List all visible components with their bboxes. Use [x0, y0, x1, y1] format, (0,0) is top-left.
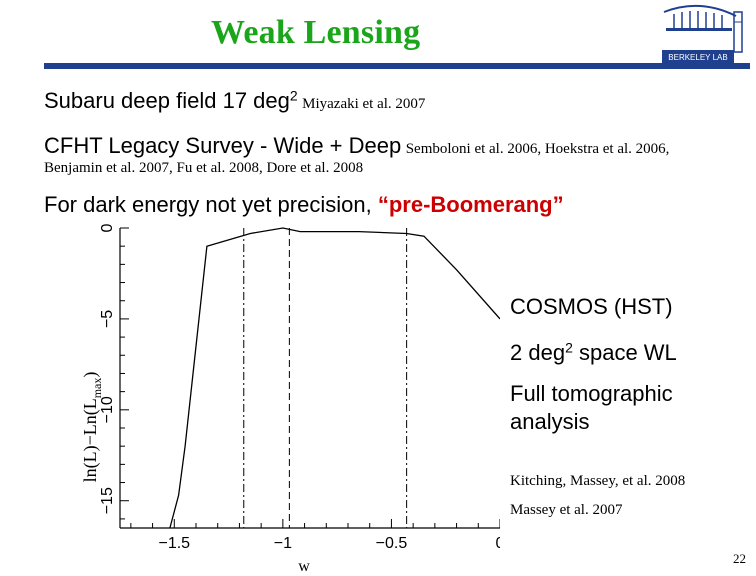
caption-cosmos: COSMOS (HST): [510, 294, 673, 319]
x-tick-label: −1: [274, 535, 292, 552]
title-rule: [44, 63, 750, 69]
x-tick-label: −1.5: [158, 535, 190, 552]
x-tick-label: −0.5: [376, 535, 408, 552]
caption-space-wl-sup: 2: [565, 339, 573, 356]
x-axis-label: w: [298, 558, 310, 575]
caption-space-wl-rest: space WL: [572, 340, 677, 365]
logo-text: BERKELEY LAB: [668, 53, 727, 62]
page-number: 22: [733, 551, 746, 566]
subaru-sup: 2: [289, 87, 298, 104]
subaru-ref: Miyazaki et al. 2007: [302, 96, 426, 112]
pre-boomerang-quote: “pre-Boomerang”: [377, 192, 564, 217]
cfht-ref: Semboloni et al. 2006, Hoekstra et al. 2…: [405, 141, 670, 157]
y-axis-label: ln(L)−Ln(Lmax): [80, 372, 104, 483]
dark-energy-text: For dark energy not yet precision,: [44, 192, 378, 217]
likelihood-curve: [169, 227, 500, 529]
slide-title: Weak Lensing: [211, 14, 421, 51]
cfht-line: CFHT Legacy Survey - Wide + Deep Sembolo…: [44, 133, 669, 159]
subaru-text: Subaru deep field 17 deg: [44, 88, 290, 113]
likelihood-chart: −1.5 −1 −0.5 0 0 −5 −10 −15 ln(L)−Ln(Lmax) w: [80, 223, 500, 575]
y-tick-label: −5: [99, 310, 116, 328]
cfht-text: CFHT Legacy Survey - Wide + Deep: [44, 133, 402, 158]
dark-energy-line: For dark energy not yet precision, “pre-…: [44, 192, 564, 218]
x-tick-label: 0: [496, 535, 500, 552]
y-tick-label: −15: [99, 487, 116, 514]
y-tick-label: −10: [99, 396, 116, 423]
berkeley-lab-logo: BERKELEY LAB: [662, 4, 743, 63]
reference-massey: Massey et al. 2007: [510, 502, 623, 518]
y-axis-label-end: ): [80, 372, 101, 378]
reference-kitching: Kitching, Massey, et al. 2008: [510, 473, 686, 489]
subaru-line: Subaru deep field 17 deg2 Miyazaki et al…: [44, 88, 425, 114]
caption-space-wl: 2 deg2 space WL: [510, 340, 677, 366]
y-axis-label-sub: max: [90, 378, 104, 399]
cfht-ref-continued: Benjamin et al. 2007, Fu et al. 2008, Do…: [44, 160, 364, 176]
y-axis-label-main: ln(L)−Ln(L: [80, 398, 101, 482]
caption-tomographic-1: Full tomographic: [510, 381, 673, 406]
caption-tomographic-2: analysis: [510, 409, 590, 434]
caption-space-wl-main: 2 deg: [510, 340, 566, 365]
y-tick-label: 0: [99, 223, 116, 232]
